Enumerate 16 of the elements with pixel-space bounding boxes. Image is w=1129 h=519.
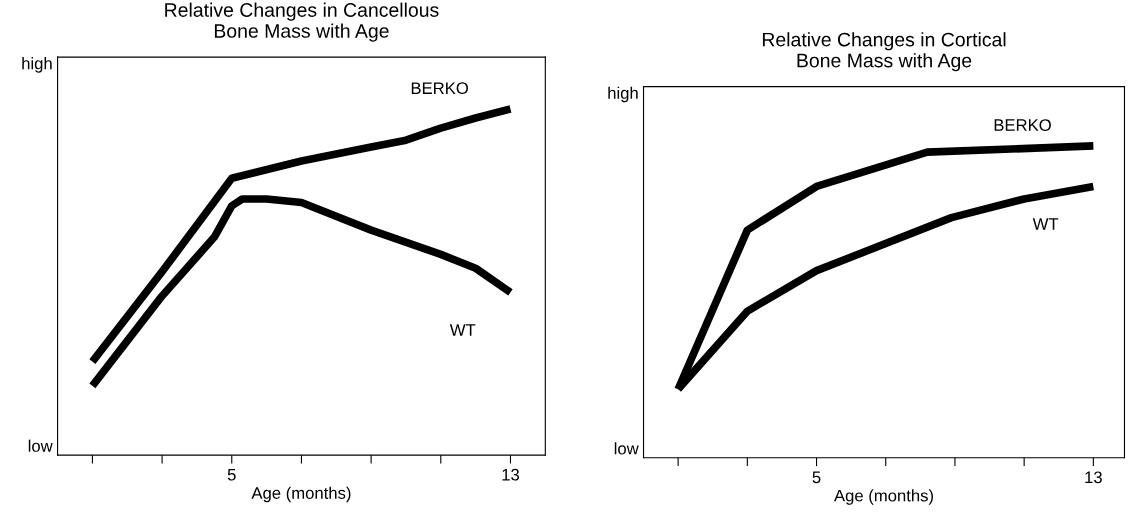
x-tick-label: 13 [1085,471,1102,484]
series-label: WT [1032,218,1059,230]
chart-title: Relative Changes in Cortical Bone Mass with Age [762,32,1006,72]
text: low [614,442,639,455]
series-label: BERKO [994,119,1051,131]
x-axis-title: Age (months) [834,489,933,505]
x-tick-label: 13 [502,468,520,481]
text: high [22,57,52,73]
text: WT [449,324,476,336]
text: low [28,439,53,452]
chart-title: Relative Changes in Cancellous Bone Mass with Age [165,2,439,42]
series-label: BERKO [411,82,468,95]
x-tick-label: 5 [812,471,821,484]
x-axis-title: Age (months) [251,486,351,503]
text: high [608,86,638,103]
x-tick-label: 5 [227,468,236,481]
